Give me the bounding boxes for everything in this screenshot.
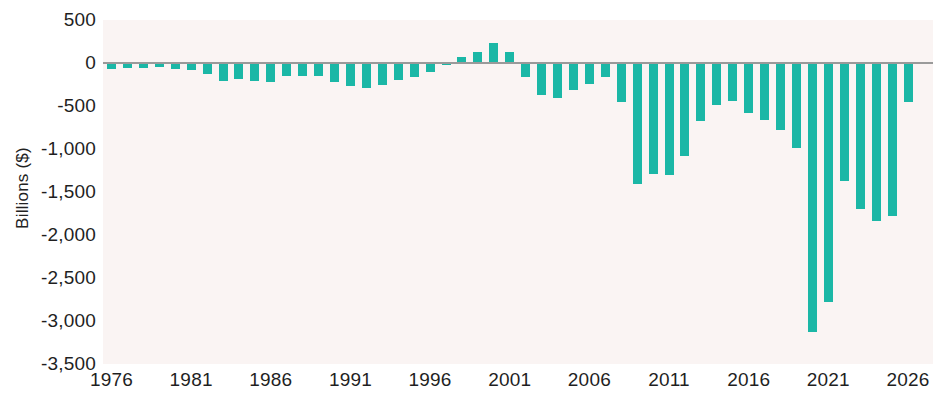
bar <box>553 63 562 98</box>
bar <box>266 63 275 82</box>
bar <box>187 63 196 70</box>
bar <box>346 63 355 86</box>
bar <box>856 63 865 209</box>
bar <box>537 63 546 95</box>
zero-axis-line <box>103 62 933 64</box>
y-tick-label: 0 <box>0 51 96 75</box>
y-tick-label: -1,500 <box>0 180 96 204</box>
bar <box>712 63 721 105</box>
bar <box>521 63 530 77</box>
bar <box>696 63 705 121</box>
bar <box>219 63 228 81</box>
bar <box>585 63 594 84</box>
bar <box>872 63 881 221</box>
bar <box>776 63 785 130</box>
x-tick-label: 1976 <box>80 369 144 391</box>
bar <box>617 63 626 102</box>
bar <box>569 63 578 90</box>
bar <box>824 63 833 302</box>
y-tick-label: -2,500 <box>0 266 96 290</box>
bar <box>601 63 610 77</box>
x-tick-label: 2011 <box>637 369 701 391</box>
bar <box>394 63 403 80</box>
bar <box>760 63 769 120</box>
bar <box>410 63 419 77</box>
deficit-bar-chart: Billions ($) 5000-500-1,000-1,500-2,000-… <box>0 0 952 402</box>
bar <box>234 63 243 79</box>
bar <box>203 63 212 74</box>
bar <box>282 63 291 76</box>
bar <box>489 43 498 63</box>
bar <box>426 63 435 72</box>
bar <box>792 63 801 148</box>
x-tick-label: 2001 <box>478 369 542 391</box>
bar <box>888 63 897 216</box>
bar <box>314 63 323 76</box>
bar <box>904 63 913 102</box>
bar <box>362 63 371 88</box>
y-tick-label: -500 <box>0 94 96 118</box>
x-tick-label: 2006 <box>557 369 621 391</box>
bar <box>744 63 753 113</box>
bar <box>649 63 658 174</box>
bar <box>728 63 737 101</box>
bar <box>250 63 259 81</box>
bar <box>330 63 339 82</box>
x-tick-label: 1981 <box>159 369 223 391</box>
y-tick-label: 500 <box>0 8 96 32</box>
x-tick-label: 1991 <box>318 369 382 391</box>
bar <box>378 63 387 85</box>
x-tick-label: 1986 <box>239 369 303 391</box>
plot-area <box>103 20 933 364</box>
bar <box>298 63 307 76</box>
x-tick-label: 2016 <box>717 369 781 391</box>
y-tick-label: -2,000 <box>0 223 96 247</box>
y-tick-label: -1,000 <box>0 137 96 161</box>
bar <box>680 63 689 156</box>
x-tick-label: 2021 <box>796 369 860 391</box>
x-tick-label: 2026 <box>876 369 940 391</box>
y-tick-label: -3,000 <box>0 309 96 333</box>
x-tick-label: 1996 <box>398 369 462 391</box>
bar <box>633 63 642 184</box>
bar <box>840 63 849 181</box>
bar <box>808 63 817 332</box>
bar <box>665 63 674 175</box>
